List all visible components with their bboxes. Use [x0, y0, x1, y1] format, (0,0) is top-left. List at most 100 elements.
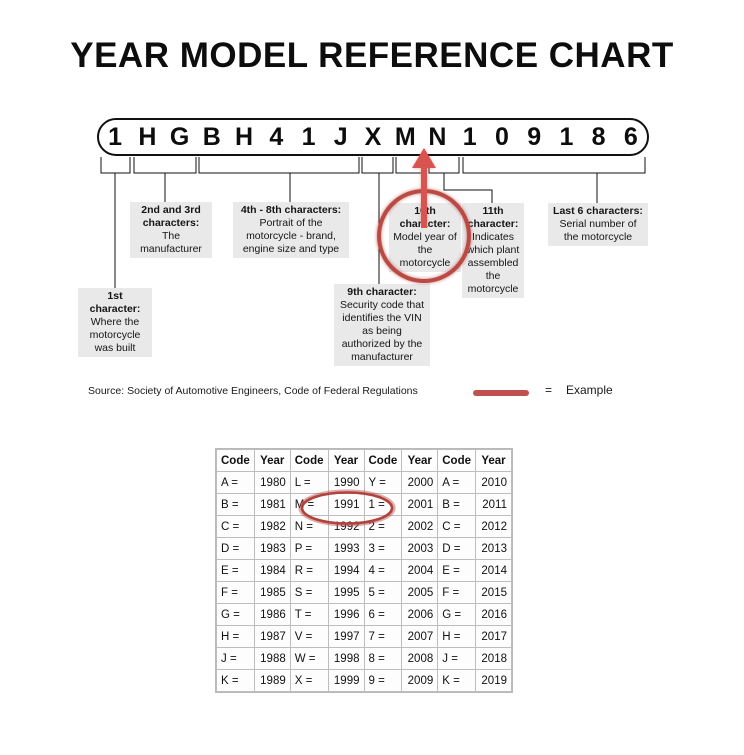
cell-year-10-3: 2009 [401, 669, 439, 692]
cell-code-6-3: 5 = [363, 581, 403, 604]
cell-year-4-1: 1983 [253, 537, 291, 560]
callout-11th-character: 11th character: Indicates which plant as… [462, 203, 524, 298]
cell-code-9-3: 8 = [363, 647, 403, 670]
callout-11th-body: Indicates which plant assembled the moto… [466, 231, 520, 295]
table-row: H = 1987 V = 1997 7 = 2007 H = 2017 [216, 625, 512, 648]
cell-year-7-4: 2016 [475, 603, 512, 626]
cell-year-3-2: 1992 [327, 515, 365, 538]
table-header-row: Code Year Code Year Code Year Code Year [216, 449, 512, 472]
callout-1st-heading: 1st character: [89, 290, 141, 315]
cell-code-2-4: B = [437, 493, 476, 516]
table-row: E = 1984 R = 1994 4 = 2004 E = 2014 [216, 559, 512, 582]
cell-year-10-2: 1999 [327, 669, 365, 692]
cell-year-7-3: 2006 [401, 603, 439, 626]
vin-char-15: 1 [559, 122, 574, 151]
vin-char-14: 9 [527, 122, 542, 151]
cell-code-8-3: 7 = [363, 625, 403, 648]
cell-year-7-1: 1986 [253, 603, 291, 626]
col-header-year-3: Year [401, 449, 439, 472]
vin-char-1: 1 [108, 122, 123, 151]
cell-year-8-3: 2007 [401, 625, 439, 648]
cell-year-2-4: 2011 [475, 493, 512, 516]
cell-code-1-3: Y = [363, 471, 403, 494]
cell-year-5-4: 2014 [475, 559, 512, 582]
cell-year-3-4: 2012 [475, 515, 512, 538]
callout-1st-body: Where the [90, 316, 140, 328]
cell-year-8-2: 1997 [327, 625, 365, 648]
cell-code-7-1: G = [216, 603, 255, 626]
cell-code-7-2: T = [289, 603, 329, 626]
vin-char-16: 8 [591, 122, 606, 151]
cell-code-9-4: J = [437, 647, 476, 670]
cell-code-4-4: D = [437, 537, 476, 560]
cell-code-3-1: C = [216, 515, 255, 538]
callout-4th-8th-characters: 4th - 8th characters: Portrait of the mo… [233, 202, 349, 258]
vin-char-17: 6 [623, 122, 638, 151]
cell-code-5-3: 4 = [363, 559, 403, 582]
vin-capsule: 1 H G B H 4 1 J X M N 1 0 9 1 8 6 [97, 118, 649, 156]
cell-year-8-4: 2017 [475, 625, 512, 648]
cell-year-10-4: 2019 [475, 669, 512, 692]
cell-code-6-2: S = [289, 581, 329, 604]
cell-year-5-1: 1984 [253, 559, 291, 582]
callout-last-6-characters: Last 6 characters: Serial number of the … [548, 203, 648, 246]
col-header-year-4: Year [475, 449, 512, 472]
cell-code-2-2: M = [289, 493, 329, 516]
callout-1st-character: 1st character: Where the motorcycle was … [78, 288, 152, 357]
vin-char-6: 4 [269, 122, 284, 151]
table-row: G = 1986 T = 1996 6 = 2006 G = 2016 [216, 603, 512, 626]
cell-code-2-3: 1 = [363, 493, 403, 516]
callout-10th-character: 10th character: Model year of the motorc… [389, 203, 461, 272]
cell-year-3-1: 1982 [253, 515, 291, 538]
vin-char-4: B [202, 122, 221, 151]
col-header-year-1: Year [253, 449, 291, 472]
year-code-table: Code Year Code Year Code Year Code Year … [216, 449, 512, 692]
callout-11th-heading: 11th character: [467, 205, 519, 230]
callout-last-6-body: Serial number of the motorcycle [559, 218, 637, 243]
cell-code-1-4: A = [437, 471, 476, 494]
example-legend-swatch [473, 390, 529, 396]
cell-year-4-2: 1993 [327, 537, 365, 560]
cell-year-2-2: 1991 [327, 493, 365, 516]
cell-code-9-2: W = [289, 647, 329, 670]
cell-code-3-3: 2 = [363, 515, 403, 538]
callout-2nd-3rd-body: The manufacturer [140, 230, 202, 255]
cell-year-3-3: 2002 [401, 515, 439, 538]
cell-code-10-1: K = [216, 669, 255, 692]
cell-year-6-2: 1995 [327, 581, 365, 604]
cell-year-4-3: 2003 [401, 537, 439, 560]
cell-year-4-4: 2013 [475, 537, 512, 560]
cell-code-9-1: J = [216, 647, 255, 670]
cell-code-6-1: F = [216, 581, 255, 604]
year-code-table-body: A = 1980 L = 1990 Y = 2000 A = 2010 B = 1981 M = 19… [216, 471, 512, 692]
cell-code-8-2: V = [289, 625, 329, 648]
vin-char-10: M [394, 122, 416, 151]
col-header-code-4: Code [437, 449, 476, 472]
callout-1st-body-3: was built [94, 342, 136, 354]
cell-year-9-1: 1988 [253, 647, 291, 670]
col-header-code-3: Code [363, 449, 403, 472]
cell-year-2-3: 2001 [401, 493, 439, 516]
cell-code-2-1: B = [216, 493, 255, 516]
table-row: J = 1988 W = 1998 8 = 2008 J = 2018 [216, 647, 512, 670]
legend-equals-sign: = [545, 383, 553, 397]
table-row: D = 1983 P = 1993 3 = 2003 D = 2013 [216, 537, 512, 560]
cell-code-4-2: P = [289, 537, 329, 560]
cell-code-1-1: A = [216, 471, 255, 494]
vin-char-3: G [169, 122, 190, 151]
cell-code-7-4: G = [437, 603, 476, 626]
vin-char-12: 1 [462, 122, 477, 151]
vin-char-8: J [333, 122, 348, 151]
table-row: B = 1981 M = 1991 1 = 2001 B = 2011 [216, 493, 512, 516]
cell-code-5-2: R = [289, 559, 329, 582]
page-title: YEAR MODEL REFERENCE CHART [70, 36, 674, 75]
table-row: A = 1980 L = 1990 Y = 2000 A = 2010 [216, 471, 512, 494]
table-row: C = 1982 N = 1992 2 = 2002 C = 2012 [216, 515, 512, 538]
cell-year-6-4: 2015 [475, 581, 512, 604]
cell-code-7-3: 6 = [363, 603, 403, 626]
cell-year-10-1: 1989 [253, 669, 291, 692]
cell-code-5-1: E = [216, 559, 255, 582]
cell-year-1-4: 2010 [475, 471, 512, 494]
year-code-table-container: Code Year Code Year Code Year Code Year … [215, 448, 513, 693]
callout-2nd-3rd-characters: 2nd and 3rd characters: The manufacturer [130, 202, 212, 258]
